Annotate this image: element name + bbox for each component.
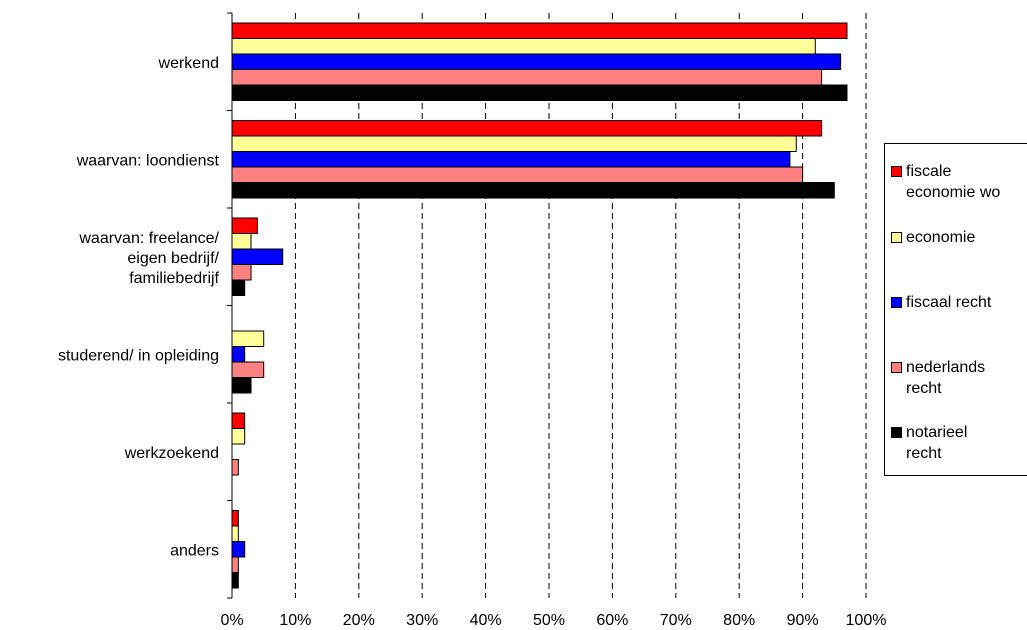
legend-label: notarieel recht [906, 424, 968, 462]
bar [231, 541, 246, 558]
bar [231, 166, 804, 183]
category-label: anders [170, 542, 219, 559]
bar [231, 38, 816, 55]
bar [231, 361, 265, 378]
legend-label: fiscale economie wo [906, 163, 1001, 201]
x-tick-label: 80% [723, 612, 755, 629]
legend-label: economie [906, 229, 976, 246]
bar [231, 572, 239, 589]
category-label: waarvan: freelance/eigen bedrijf/familie… [78, 230, 219, 287]
bar [231, 264, 252, 281]
legend-item-economie: economie [891, 227, 1027, 248]
bar [231, 248, 284, 265]
x-tick-label: 50% [533, 612, 565, 629]
bar [231, 182, 835, 199]
x-tick-label: 10% [279, 612, 311, 629]
bar [231, 510, 239, 527]
bar [231, 22, 848, 39]
bar [231, 120, 823, 137]
bar [231, 428, 246, 445]
legend-swatch [891, 362, 902, 373]
legend-swatch [891, 297, 902, 308]
bar [231, 525, 239, 542]
legend-item-fiscale-economie-wo: fiscale economie wo [891, 161, 1027, 203]
bar [231, 69, 823, 86]
bar [231, 346, 246, 363]
bar [231, 377, 252, 394]
legend-item-fiscaal-recht: fiscaal recht [891, 292, 1027, 313]
legend-swatch [891, 232, 902, 243]
legend-swatch [891, 427, 902, 438]
bar [231, 279, 246, 296]
x-tick-label: 100% [846, 612, 887, 629]
category-label: studerend/ in opleiding [58, 347, 219, 364]
x-tick-label: 0% [220, 612, 243, 629]
bar [231, 412, 246, 429]
category-label: werkzoekend [124, 445, 219, 462]
bar [231, 556, 239, 573]
bar [231, 135, 797, 152]
x-tick-label: 20% [343, 612, 375, 629]
x-tick-label: 60% [596, 612, 628, 629]
legend: fiscale economie wo economie fiscaal rec… [884, 143, 1027, 476]
bar [231, 330, 265, 347]
legend-label: nederlands recht [906, 359, 986, 397]
bar [231, 53, 842, 70]
bar [231, 459, 239, 476]
legend-swatch [891, 166, 902, 177]
x-tick-label: 90% [787, 612, 819, 629]
category-label: werkend [158, 55, 219, 72]
x-tick-label: 40% [470, 612, 502, 629]
legend-item-nederlands-recht: nederlands recht [891, 357, 1027, 399]
bar [231, 151, 791, 168]
category-label: waarvan: loondienst [76, 152, 220, 169]
legend-label: fiscaal recht [906, 294, 992, 311]
bar [231, 217, 258, 234]
legend-item-notarieel-recht: notarieel recht [891, 422, 1027, 464]
bar [231, 233, 252, 250]
bar [231, 84, 848, 101]
x-tick-label: 30% [406, 612, 438, 629]
x-tick-label: 70% [660, 612, 692, 629]
